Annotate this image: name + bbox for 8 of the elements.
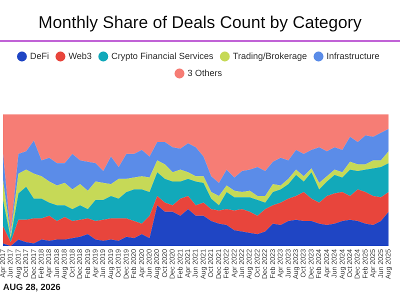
- legend-label: Web3: [68, 50, 92, 61]
- text: AUG 28, 2026: [3, 282, 62, 292]
- legend-label: Infrastructure: [326, 50, 380, 61]
- legend-label: Trading/Brokerage: [232, 50, 308, 61]
- legend-label: DeFi: [30, 50, 49, 61]
- chart-title: Monthly Share of Deals Count by Category: [37, 12, 363, 34]
- legend-label: Crypto Financial Services: [111, 50, 214, 61]
- legend-label: 3 Others: [187, 68, 223, 78]
